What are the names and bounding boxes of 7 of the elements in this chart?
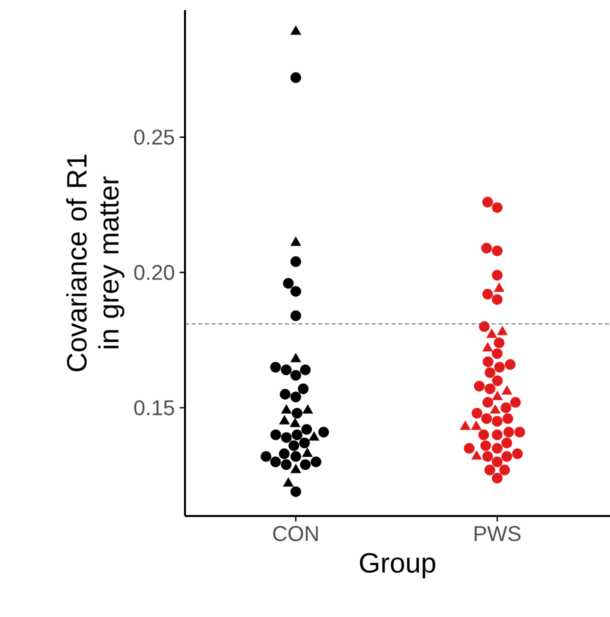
x-axis-title: Group	[360, 552, 436, 578]
y-tick-label: 0.25	[134, 130, 174, 145]
y-tick-label: 0.15	[134, 400, 174, 416]
y-axis-title: Covariance of R1 in grey matter	[66, 154, 124, 372]
x-tick-label: CON	[273, 526, 318, 542]
x-tick-label: PWS	[474, 526, 521, 542]
y-tick-label: 0.20	[134, 264, 174, 280]
